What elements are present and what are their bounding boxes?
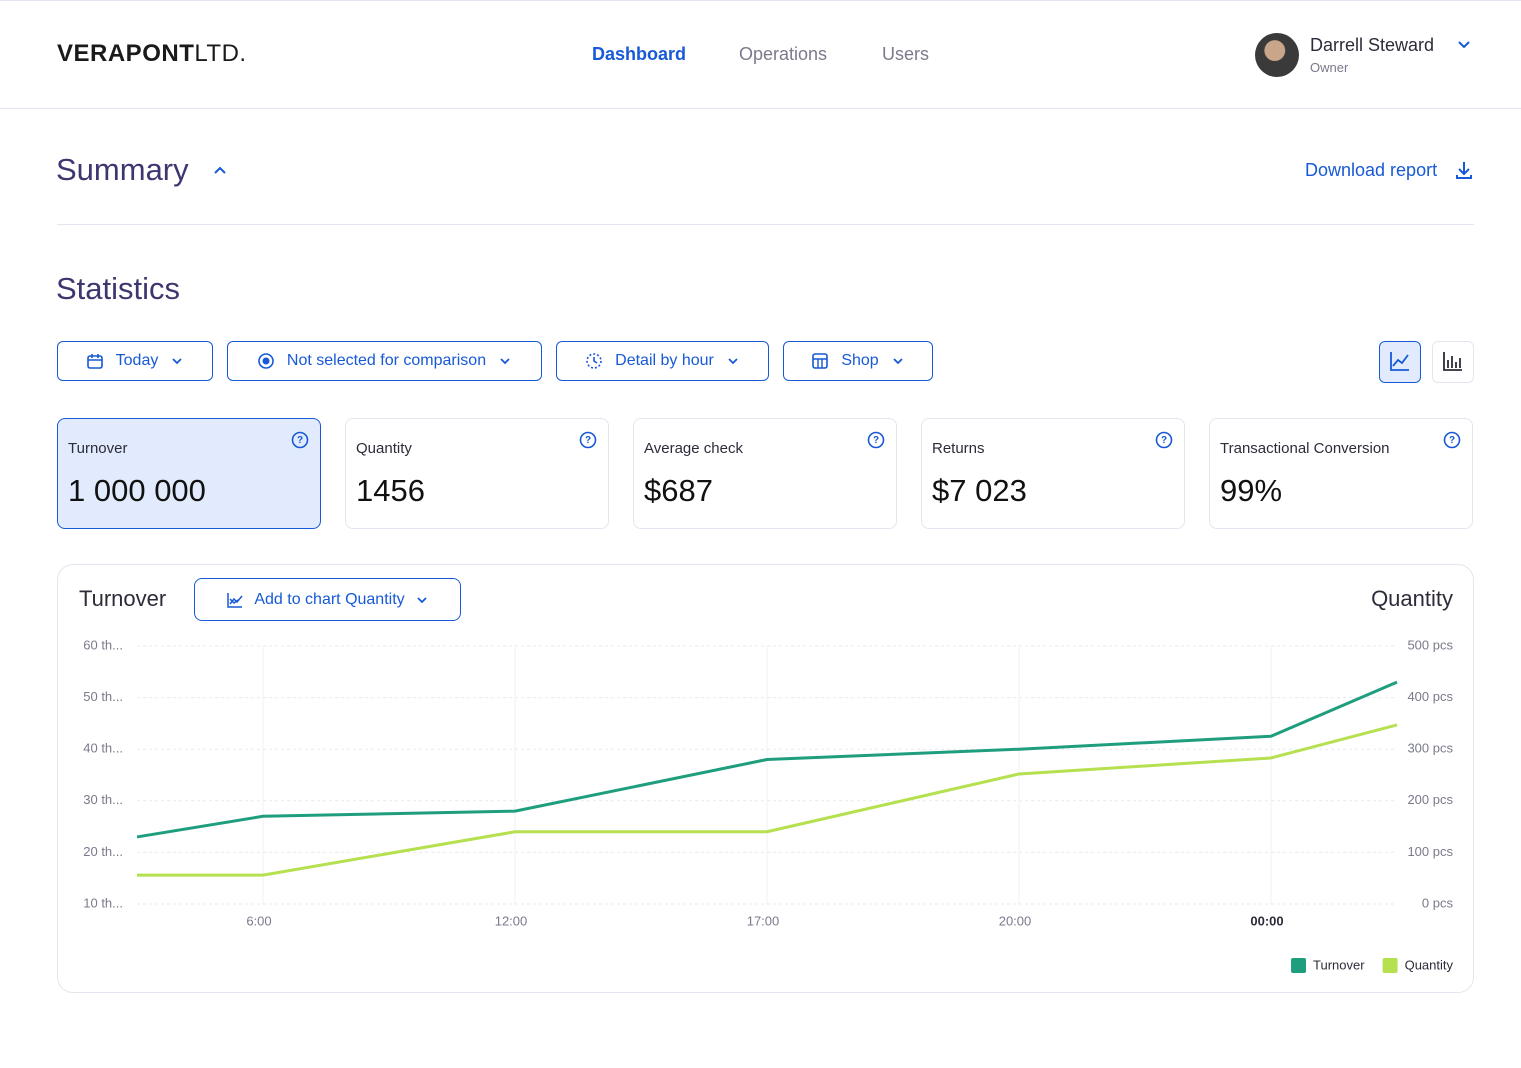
filter-label: Detail by hour bbox=[615, 352, 714, 369]
x-tick-label: 20:00 bbox=[999, 913, 1032, 928]
y2-tick-label: 500 pcs bbox=[1407, 637, 1453, 652]
stat-value: 1456 bbox=[356, 473, 425, 508]
svg-text:?: ? bbox=[297, 435, 303, 446]
stat-value: $687 bbox=[644, 473, 713, 508]
y-tick-label: 10 th... bbox=[83, 895, 123, 910]
filter-icon bbox=[258, 353, 274, 369]
download-icon[interactable] bbox=[1454, 160, 1474, 180]
filter-button[interactable]: Today bbox=[57, 341, 213, 381]
help-icon: ? bbox=[867, 431, 885, 449]
filter-label: Not selected for comparison bbox=[286, 352, 487, 369]
y-tick-label: 30 th... bbox=[83, 792, 123, 807]
nav-link[interactable]: Operations bbox=[739, 44, 828, 64]
logo-light: LTD. bbox=[194, 40, 247, 67]
stat-value: 1 000 000 bbox=[68, 473, 206, 508]
x-tick-label: 17:00 bbox=[747, 913, 780, 928]
legend-swatch bbox=[1291, 958, 1307, 973]
filter-icon bbox=[586, 353, 602, 369]
x-tick-label: 12:00 bbox=[495, 913, 528, 928]
stat-label: Average check bbox=[644, 440, 743, 457]
stat-label: Returns bbox=[932, 440, 985, 457]
nav-link[interactable]: Dashboard bbox=[592, 44, 687, 64]
dropdown-arrow bbox=[172, 358, 182, 365]
y2-tick-label: 0 pcs bbox=[1422, 895, 1454, 910]
user-menu-arrow[interactable] bbox=[1456, 38, 1472, 52]
legend-swatch bbox=[1382, 958, 1398, 973]
download-report[interactable]: Download report bbox=[1305, 160, 1438, 180]
y2-tick-label: 200 pcs bbox=[1407, 792, 1453, 807]
collapse-icon[interactable] bbox=[212, 163, 228, 177]
help-icon: ? bbox=[1155, 431, 1173, 449]
add-to-chart-button[interactable]: Add to chart Quantity bbox=[194, 578, 461, 621]
chart-title: Turnover bbox=[79, 586, 166, 611]
line-series bbox=[136, 680, 1398, 839]
dropdown-arrow bbox=[500, 358, 510, 365]
help-icon: ? bbox=[579, 431, 597, 449]
filter-button[interactable]: Shop bbox=[783, 341, 933, 381]
help-icon: ? bbox=[1443, 431, 1461, 449]
top-border bbox=[0, 0, 1521, 1]
filter-button[interactable]: Detail by hour bbox=[556, 341, 769, 381]
user-role: Owner bbox=[1310, 60, 1349, 75]
legend-label: Quantity bbox=[1405, 957, 1454, 972]
x-tick-label: 6:00 bbox=[246, 913, 271, 928]
stat-value: $7 023 bbox=[932, 473, 1027, 508]
header-divider bbox=[0, 108, 1521, 109]
y2-axis-title: Quantity bbox=[1371, 586, 1453, 611]
filter-label: Shop bbox=[841, 352, 879, 369]
y2-tick-label: 300 pcs bbox=[1407, 741, 1453, 756]
dropdown-arrow bbox=[893, 358, 903, 365]
nav-link[interactable]: Users bbox=[882, 44, 930, 64]
filter-label: Today bbox=[115, 352, 159, 369]
stat-card[interactable]: Transactional Conversion 99%? bbox=[1209, 418, 1473, 529]
summary-title: Summary bbox=[56, 152, 189, 187]
svg-text:?: ? bbox=[873, 435, 879, 446]
stat-card[interactable]: Average check $687? bbox=[633, 418, 897, 529]
logo-bold: VERAPONT bbox=[57, 40, 195, 67]
y-tick-label: 40 th... bbox=[83, 741, 123, 756]
y2-tick-label: 100 pcs bbox=[1407, 844, 1453, 859]
y-tick-label: 20 th... bbox=[83, 844, 123, 859]
line-series bbox=[137, 723, 1398, 877]
bar-view-toggle[interactable] bbox=[1432, 341, 1474, 383]
stat-card[interactable]: Turnover 1 000 000? bbox=[57, 418, 321, 529]
y-tick-label: 50 th... bbox=[83, 689, 123, 704]
stat-value: 99% bbox=[1220, 473, 1283, 508]
filter-icon bbox=[86, 354, 103, 369]
stat-label: Transactional Conversion bbox=[1220, 440, 1390, 457]
summary-divider bbox=[57, 224, 1474, 225]
button-label: Add to chart Quantity bbox=[254, 590, 405, 608]
svg-text:?: ? bbox=[1161, 435, 1167, 446]
avatar[interactable] bbox=[1255, 33, 1299, 77]
stat-label: Turnover bbox=[68, 440, 128, 457]
y-tick-label: 60 th... bbox=[83, 637, 123, 652]
filter-button[interactable]: Not selected for comparison bbox=[227, 341, 542, 381]
x-tick-label: 00:00 bbox=[1250, 913, 1283, 928]
stat-card[interactable]: Quantity 1456? bbox=[345, 418, 609, 529]
dropdown-arrow bbox=[728, 358, 738, 365]
line-view-toggle[interactable] bbox=[1379, 341, 1421, 383]
svg-text:?: ? bbox=[585, 435, 591, 446]
stat-label: Quantity bbox=[356, 440, 412, 457]
chart: Turnover Quantity 10 th... 20 th... 30 th.… bbox=[79, 586, 1454, 973]
help-icon: ? bbox=[291, 431, 309, 449]
svg-text:?: ? bbox=[1449, 435, 1455, 446]
legend-label: Turnover bbox=[1313, 957, 1365, 972]
logo[interactable]: VERAPONTLTD. bbox=[57, 40, 247, 68]
statistics-title: Statistics bbox=[56, 271, 181, 306]
y2-tick-label: 400 pcs bbox=[1407, 689, 1453, 704]
user-name[interactable]: Darrell Steward bbox=[1310, 35, 1435, 55]
chart-card: Add to chart Quantity Turnover Quantity … bbox=[57, 564, 1474, 993]
filter-icon bbox=[812, 353, 829, 369]
stat-card[interactable]: Returns $7 023? bbox=[921, 418, 1185, 529]
